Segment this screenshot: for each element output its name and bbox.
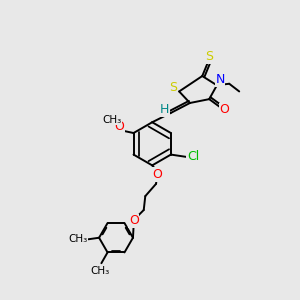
Text: S: S <box>205 50 213 63</box>
Text: H: H <box>160 103 169 116</box>
Text: O: O <box>115 120 124 133</box>
Text: O: O <box>152 168 162 181</box>
Text: CH₃: CH₃ <box>90 266 110 276</box>
Text: N: N <box>215 74 225 86</box>
Text: O: O <box>129 214 139 227</box>
Text: Cl: Cl <box>187 150 199 164</box>
Text: CH₃: CH₃ <box>69 234 88 244</box>
Text: O: O <box>220 103 230 116</box>
Text: CH₃: CH₃ <box>102 115 122 125</box>
Text: S: S <box>169 81 177 94</box>
